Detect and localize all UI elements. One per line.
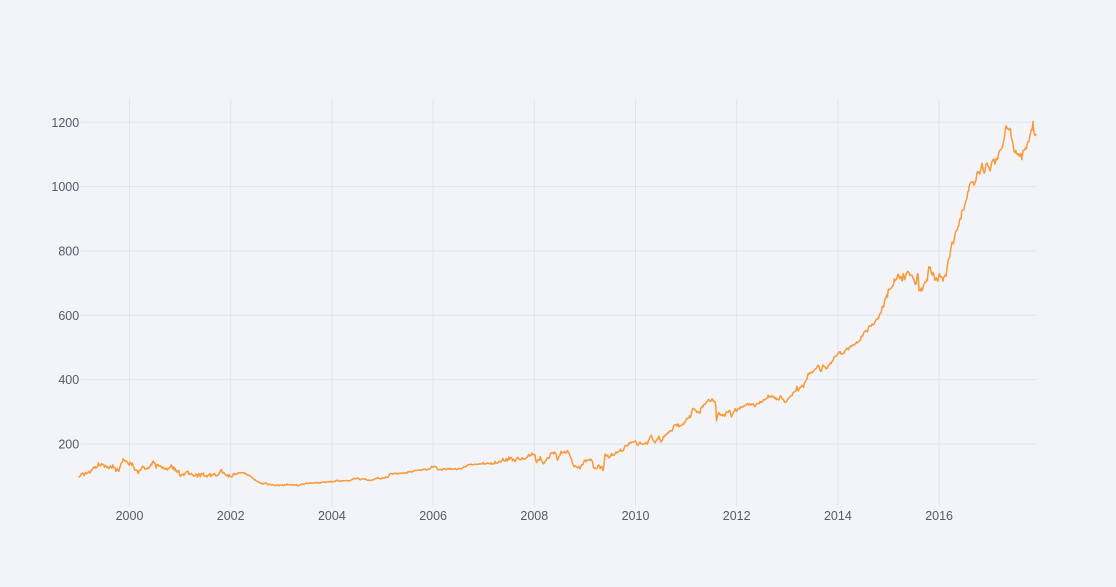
svg-text:600: 600: [58, 309, 79, 323]
svg-text:2006: 2006: [419, 509, 447, 523]
svg-text:1200: 1200: [51, 116, 79, 130]
svg-text:200: 200: [58, 438, 79, 452]
svg-text:2002: 2002: [217, 509, 245, 523]
svg-text:2000: 2000: [116, 509, 144, 523]
svg-text:400: 400: [58, 373, 79, 387]
svg-text:1000: 1000: [51, 180, 79, 194]
svg-text:2008: 2008: [520, 509, 548, 523]
svg-text:800: 800: [58, 245, 79, 259]
svg-text:2010: 2010: [622, 509, 650, 523]
svg-text:2004: 2004: [318, 509, 346, 523]
svg-text:2014: 2014: [824, 509, 852, 523]
svg-text:2016: 2016: [925, 509, 953, 523]
svg-text:2012: 2012: [723, 509, 751, 523]
